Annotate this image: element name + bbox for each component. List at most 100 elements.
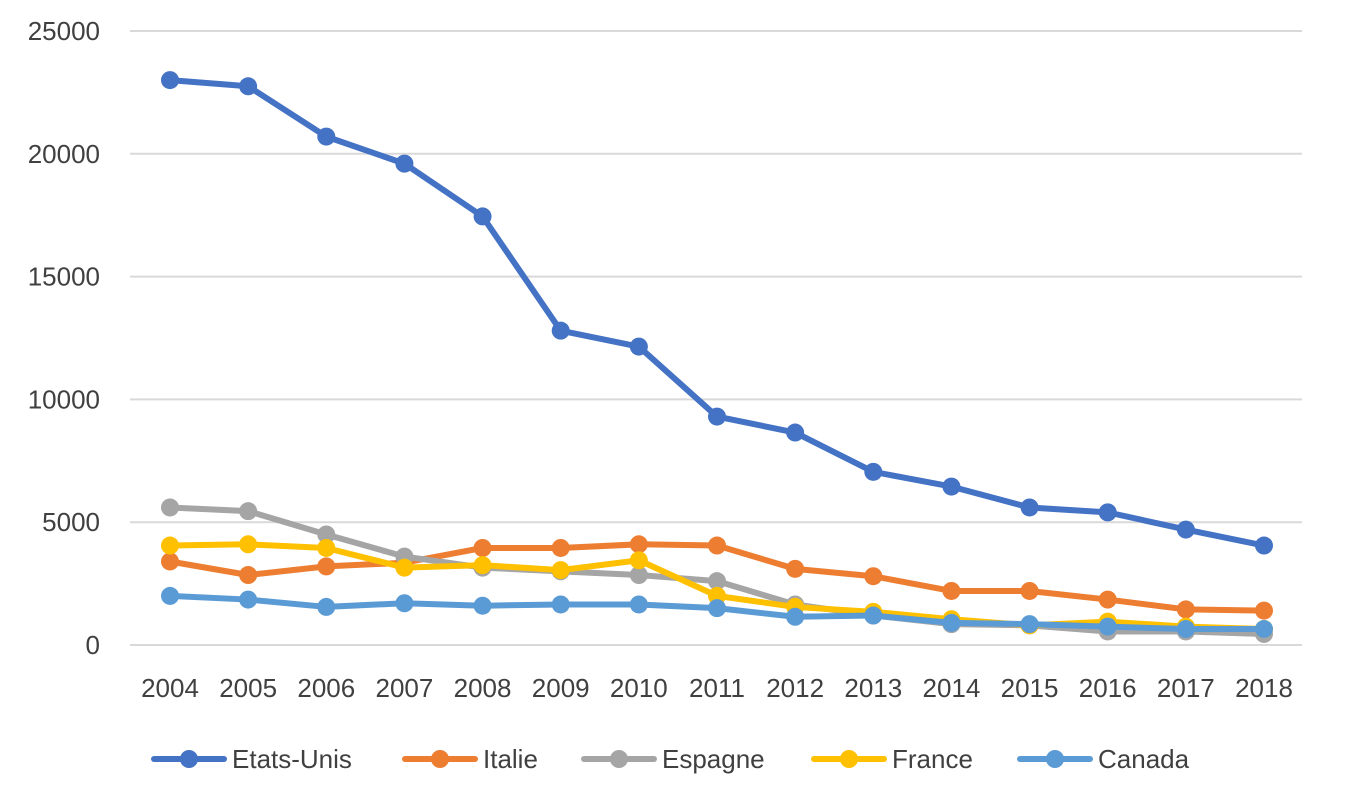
data-point — [1098, 617, 1117, 636]
data-point — [395, 594, 414, 613]
data-point — [1020, 615, 1039, 634]
series-group — [161, 71, 1273, 643]
data-point — [551, 595, 570, 614]
y-tick-label: 5000 — [42, 507, 100, 537]
data-point — [708, 407, 726, 426]
data-point — [551, 538, 570, 557]
x-tick-label: 2017 — [1157, 673, 1215, 703]
series-line — [167, 77, 1267, 549]
x-tick-label: 2011 — [689, 673, 745, 703]
data-point — [161, 552, 179, 571]
data-point — [239, 502, 258, 521]
data-point — [942, 581, 961, 600]
data-point — [473, 538, 492, 557]
x-tick-label: 2012 — [766, 673, 824, 703]
legend-marker — [431, 750, 449, 768]
legend: Etats-Unis Italie Espagne France Canada — [151, 744, 1190, 774]
data-point — [629, 551, 648, 570]
data-point — [239, 590, 258, 609]
data-point — [786, 559, 805, 578]
legend-item: Espagne — [581, 744, 765, 774]
series-etats-unis — [161, 71, 1273, 555]
data-point — [786, 607, 805, 626]
data-point — [317, 597, 336, 616]
data-point — [864, 606, 883, 625]
data-point — [1255, 620, 1273, 639]
data-point — [1020, 498, 1039, 517]
x-tick-label: 2014 — [923, 673, 981, 703]
data-point — [551, 561, 570, 580]
gridlines — [130, 30, 1302, 646]
y-tick-label: 0 — [86, 630, 100, 660]
data-point — [942, 613, 961, 632]
x-tick-label: 2007 — [376, 673, 434, 703]
data-point — [239, 535, 258, 554]
y-tick-label: 20000 — [28, 139, 100, 169]
data-point — [629, 337, 648, 356]
data-point — [1098, 590, 1117, 609]
data-point — [786, 423, 805, 442]
data-point — [1176, 520, 1195, 539]
x-axis-tick-labels: 2004 2005 2006 2007 2008 2009 2010 2011 2012 2013… — [141, 673, 1293, 703]
data-point — [708, 536, 726, 555]
data-point — [473, 207, 492, 226]
x-tick-label: 2010 — [610, 673, 668, 703]
legend-item: Canada — [1017, 744, 1190, 774]
y-axis-tick-labels: 0 5000 10000 15000 20000 25000 — [28, 16, 100, 660]
data-point — [161, 498, 179, 517]
x-tick-label: 2009 — [532, 673, 590, 703]
series-canada — [161, 586, 1273, 639]
data-point — [395, 154, 414, 173]
data-point — [551, 321, 570, 340]
legend-item: Italie — [402, 744, 538, 774]
x-tick-label: 2004 — [141, 673, 199, 703]
legend-item: France — [811, 744, 973, 774]
data-point — [708, 572, 726, 591]
data-point — [629, 535, 648, 554]
data-point — [317, 538, 336, 557]
legend-item: Etats-Unis — [151, 744, 352, 774]
data-point — [161, 536, 179, 555]
legend-marker — [180, 750, 198, 768]
legend-label: Espagne — [662, 744, 765, 774]
data-point — [317, 127, 336, 146]
data-point — [942, 477, 961, 496]
data-point — [473, 556, 492, 575]
data-point — [395, 558, 414, 577]
x-tick-label: 2005 — [219, 673, 277, 703]
x-tick-label: 2015 — [1001, 673, 1059, 703]
data-point — [1176, 600, 1195, 619]
y-tick-label: 25000 — [28, 16, 100, 46]
x-tick-label: 2006 — [297, 673, 355, 703]
data-point — [161, 586, 179, 605]
data-point — [864, 567, 883, 586]
legend-marker — [1046, 750, 1064, 768]
data-point — [161, 71, 179, 90]
x-tick-label: 2016 — [1079, 673, 1137, 703]
data-point — [629, 566, 648, 585]
data-point — [629, 595, 648, 614]
data-point — [1020, 581, 1039, 600]
legend-label: Etats-Unis — [232, 744, 352, 774]
data-point — [239, 566, 258, 585]
data-point — [473, 596, 492, 615]
x-tick-label: 2018 — [1235, 673, 1293, 703]
x-tick-label: 2008 — [454, 673, 512, 703]
data-point — [1255, 601, 1273, 620]
legend-label: France — [892, 744, 973, 774]
y-tick-label: 10000 — [28, 384, 100, 414]
legend-marker — [840, 750, 858, 768]
data-point — [1098, 503, 1117, 522]
data-point — [864, 462, 883, 481]
data-point — [1176, 620, 1195, 639]
legend-label: Canada — [1098, 744, 1190, 774]
y-tick-label: 15000 — [28, 262, 100, 292]
legend-label: Italie — [483, 744, 538, 774]
legend-marker — [610, 750, 628, 768]
x-tick-label: 2013 — [844, 673, 902, 703]
data-point — [239, 77, 258, 96]
data-point — [317, 525, 336, 544]
data-point — [317, 557, 336, 576]
data-point — [708, 599, 726, 618]
